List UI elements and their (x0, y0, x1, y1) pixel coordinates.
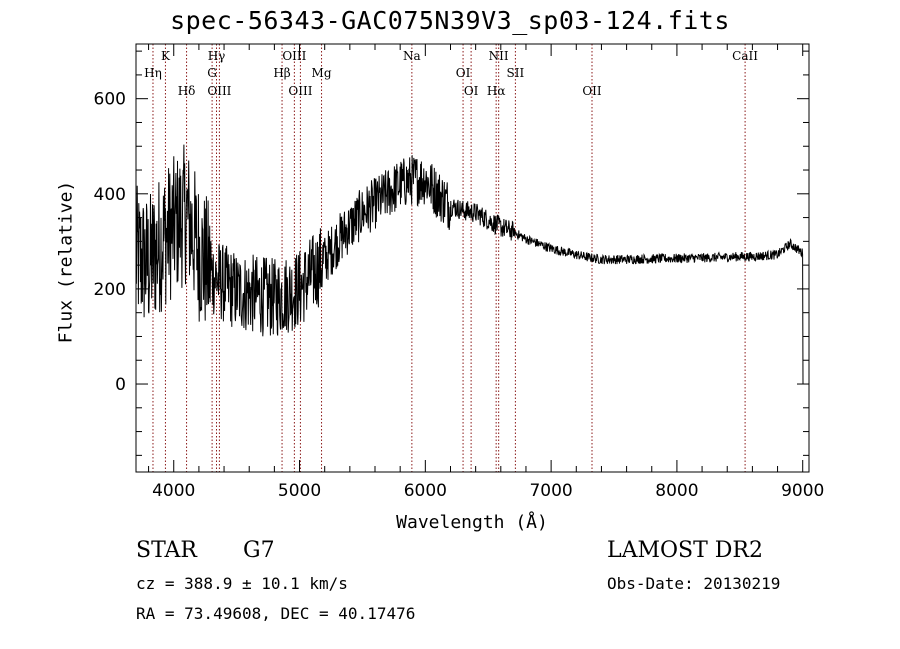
spectral-line-label: Hγ (208, 49, 226, 63)
spectral-line-label: CaII (732, 49, 758, 63)
object-class: STAR (136, 538, 197, 563)
spectral-line-label: OI (456, 66, 471, 80)
axis-tick-labels: 4000 5000 6000 7000 8000 9000 0 200 400 600 (94, 90, 825, 501)
series-flux-line (135, 144, 804, 385)
spectral-line-label: Hβ (273, 66, 290, 80)
x-tick-label: 6000 (404, 481, 447, 501)
plot-border (135, 43, 810, 473)
spectral-line-label: Hη (144, 66, 162, 80)
spectral-line-label: Hα (487, 84, 506, 98)
x-tick-label: 9000 (781, 481, 824, 501)
spectral-line-label: Mg (312, 66, 332, 80)
plot-frame (135, 43, 810, 473)
y-tick-label: 200 (94, 280, 126, 300)
x-tick-label: 5000 (278, 481, 321, 501)
x-tick-label: 7000 (529, 481, 572, 501)
spectral-line-label: OII (582, 84, 602, 98)
spectral-line-label: G (207, 66, 217, 80)
observation-date: Obs-Date: 20130219 (607, 574, 781, 593)
x-axis-label: Wavelength (Å) (396, 512, 548, 533)
y-tick-label: 600 (94, 90, 126, 110)
survey-name: LAMOST DR2 (607, 538, 763, 563)
spectral-line-label: SII (507, 66, 525, 80)
axis-ticks (136, 44, 809, 472)
spectral-line-label: OIII (207, 84, 231, 98)
spectral-line-label: K (161, 49, 171, 63)
x-tick-label: 8000 (655, 481, 698, 501)
spectral-line-label: Hδ (178, 84, 196, 98)
y-tick-label: 400 (94, 185, 126, 205)
emission-line-labels: HηKHδHγGOIIIHβOIIIOIIIMgNaOIOINIIHαSIIOI… (144, 49, 758, 98)
redshift-cz: cz = 388.9 ± 10.1 km/s (136, 574, 348, 593)
x-tick-label: 4000 (152, 481, 195, 501)
chart-title: spec-56343-GAC075N39V3_sp03-124.fits (170, 6, 730, 35)
spectral-line-label: OI (464, 84, 479, 98)
spectral-line-label: OIII (288, 84, 312, 98)
spectral-line-label: NII (489, 49, 509, 63)
y-tick-label: 0 (115, 375, 126, 395)
object-subclass: G7 (243, 538, 275, 563)
y-axis-label: Flux (relative) (55, 180, 77, 344)
spectral-line-label: Na (403, 49, 421, 63)
ra-dec-coordinates: RA = 73.49608, DEC = 40.17476 (136, 604, 416, 623)
spectral-line-label: OIII (282, 49, 306, 63)
